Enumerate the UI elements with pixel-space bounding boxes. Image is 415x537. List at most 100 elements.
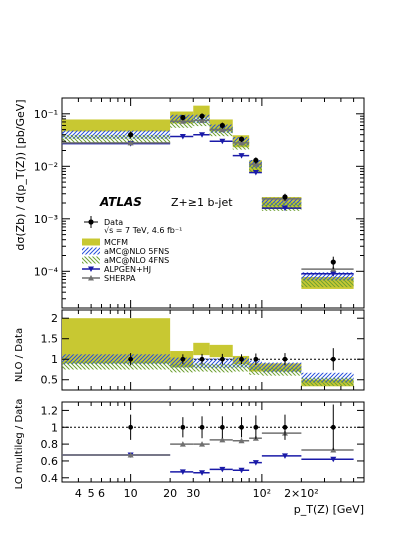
legend-alpgen-marker bbox=[88, 266, 94, 272]
mcfm-band bbox=[193, 105, 210, 118]
legend-label-amcnlo-5fns: aMC@NLO 5FNS bbox=[104, 247, 169, 256]
legend-label-data: Data bbox=[104, 218, 123, 227]
alpgen-ratio-marker bbox=[219, 466, 226, 473]
alpgen-marker bbox=[281, 205, 288, 212]
nlo-y-label: NLO / Data bbox=[14, 328, 25, 382]
data-point bbox=[238, 136, 245, 142]
sherpa-ratio-marker bbox=[179, 441, 186, 447]
lo-y-tick-label: 1.2 bbox=[41, 404, 59, 417]
selection-label: Z+≥1 b-jet bbox=[171, 196, 233, 209]
amcnlo-5fns-ratio-band bbox=[209, 358, 233, 369]
sherpa-ratio-marker bbox=[219, 436, 226, 443]
lo-y-tick-label: 0.4 bbox=[41, 472, 59, 485]
amcnlo-5fns-ratio-band bbox=[193, 358, 210, 369]
y-tick-label: 10⁻¹ bbox=[34, 108, 58, 121]
data-point bbox=[330, 259, 336, 265]
amcnlo-4fns-band bbox=[249, 164, 262, 173]
alpgen-marker bbox=[252, 170, 259, 176]
nlo-ratio-plot bbox=[62, 318, 364, 387]
data-lo-point bbox=[128, 424, 134, 430]
alpgen-ratio-marker bbox=[252, 460, 259, 466]
amcnlo-5fns-ratio-band bbox=[170, 357, 194, 368]
legend-label-sherpa: SHERPA bbox=[104, 274, 136, 283]
amcnlo-4fns-band bbox=[62, 134, 171, 144]
data-ratio-point bbox=[180, 356, 186, 362]
data-ratio-point bbox=[239, 356, 244, 362]
alpgen-ratio-marker bbox=[281, 453, 288, 459]
amcnlo-4fns-ratio-band bbox=[62, 361, 171, 370]
x-tick-label: 20 bbox=[163, 487, 177, 500]
x-tick-label: 30 bbox=[186, 487, 200, 500]
legend-data-marker bbox=[88, 219, 94, 225]
amcnlo-5fns-band bbox=[301, 272, 354, 281]
legend-5fns-swatch bbox=[82, 247, 100, 255]
energy-lumi-label: √s = 7 TeV, 4.6 fb⁻¹ bbox=[104, 226, 182, 235]
alpgen-marker bbox=[238, 153, 245, 159]
data-point bbox=[219, 122, 225, 129]
lo-y-tick-label: 0.8 bbox=[41, 438, 59, 451]
sherpa-marker bbox=[238, 139, 245, 146]
legend-4fns-swatch bbox=[82, 256, 100, 264]
amcnlo-5fns-ratio-band bbox=[62, 354, 171, 365]
lo-y-label: LO multileg / Data bbox=[14, 399, 25, 490]
amcnlo-4fns-ratio-band bbox=[193, 363, 210, 372]
main-y-label: dσ(Zb) / d(p_T(Z)) [pb/GeV] bbox=[14, 99, 27, 250]
data-lo-point bbox=[239, 424, 244, 430]
y-tick-label: 10⁻³ bbox=[34, 213, 58, 226]
nlo-y-tick-label: 0.5 bbox=[41, 374, 59, 387]
amcnlo-5fns-ratio-band bbox=[249, 360, 262, 371]
data-point bbox=[199, 113, 205, 119]
mcfm-ratio-band bbox=[209, 344, 233, 358]
sherpa-marker bbox=[252, 161, 259, 167]
nlo-y-tick-label: 1 bbox=[51, 353, 58, 366]
x-axis-label: p_T(Z) [GeV] bbox=[294, 503, 364, 516]
lo-y-tick-label: 0.6 bbox=[41, 455, 59, 468]
data-point bbox=[180, 114, 186, 121]
legend-sherpa-marker bbox=[88, 275, 94, 281]
amcnlo-5fns-band bbox=[62, 130, 171, 139]
data-ratio-point bbox=[128, 356, 134, 362]
lo-ratio-frame bbox=[61, 401, 365, 483]
alpgen-marker bbox=[179, 133, 186, 140]
data-point bbox=[253, 157, 259, 163]
mcfm-ratio-band bbox=[193, 342, 210, 356]
sherpa-marker bbox=[179, 118, 186, 124]
amcnlo-4fns-ratio-band bbox=[301, 377, 354, 386]
data-lo-point bbox=[282, 424, 288, 430]
data-lo-point bbox=[330, 424, 336, 430]
alpgen-marker bbox=[219, 138, 226, 145]
x-tick-label: 5 bbox=[88, 487, 95, 500]
data-ratio-point bbox=[219, 356, 225, 362]
data-point bbox=[128, 132, 134, 138]
alpgen-ratio-marker bbox=[199, 470, 206, 476]
x-tick-label: 6 bbox=[98, 487, 105, 500]
alpgen-marker bbox=[199, 132, 206, 138]
sherpa-ratio-marker bbox=[238, 437, 245, 444]
x-tick-label: 2×10² bbox=[284, 487, 319, 500]
amcnlo-4fns-band bbox=[301, 278, 354, 288]
legend-label-mcfm: MCFM bbox=[104, 238, 128, 247]
amcnlo-4fns-ratio-band bbox=[261, 367, 302, 376]
data-ratio-point bbox=[253, 356, 259, 362]
amcnlo-4fns-ratio-band bbox=[232, 363, 250, 372]
y-tick-label: 10⁻² bbox=[34, 160, 58, 173]
axes: 4 5 6 10 20 30 10² 2×10² 10⁻¹ 10⁻² 10⁻³ 10⁻⁴ 0.5 1 1.5… bbox=[34, 97, 365, 500]
legend-mcfm-swatch bbox=[82, 238, 100, 246]
sherpa-marker bbox=[219, 126, 226, 133]
data-ratio-point bbox=[199, 356, 205, 362]
sherpa-ratio-marker bbox=[127, 452, 134, 458]
y-tick-label: 10⁻⁴ bbox=[34, 265, 59, 278]
atlas-label: ATLAS bbox=[99, 195, 142, 209]
amcnlo-4fns-ratio-band bbox=[209, 364, 233, 373]
nlo-y-tick-label: 2 bbox=[51, 312, 58, 325]
data-lo-point bbox=[219, 424, 225, 430]
data-ratio-point bbox=[282, 356, 288, 362]
amcnlo-4fns-ratio-band bbox=[170, 364, 194, 373]
main-plot bbox=[62, 105, 354, 289]
x-tick-label: 10² bbox=[253, 487, 271, 500]
sherpa-marker bbox=[199, 117, 206, 123]
sherpa-marker bbox=[127, 139, 134, 146]
data-ratio-point bbox=[330, 356, 336, 362]
mcfm-band bbox=[62, 119, 171, 132]
